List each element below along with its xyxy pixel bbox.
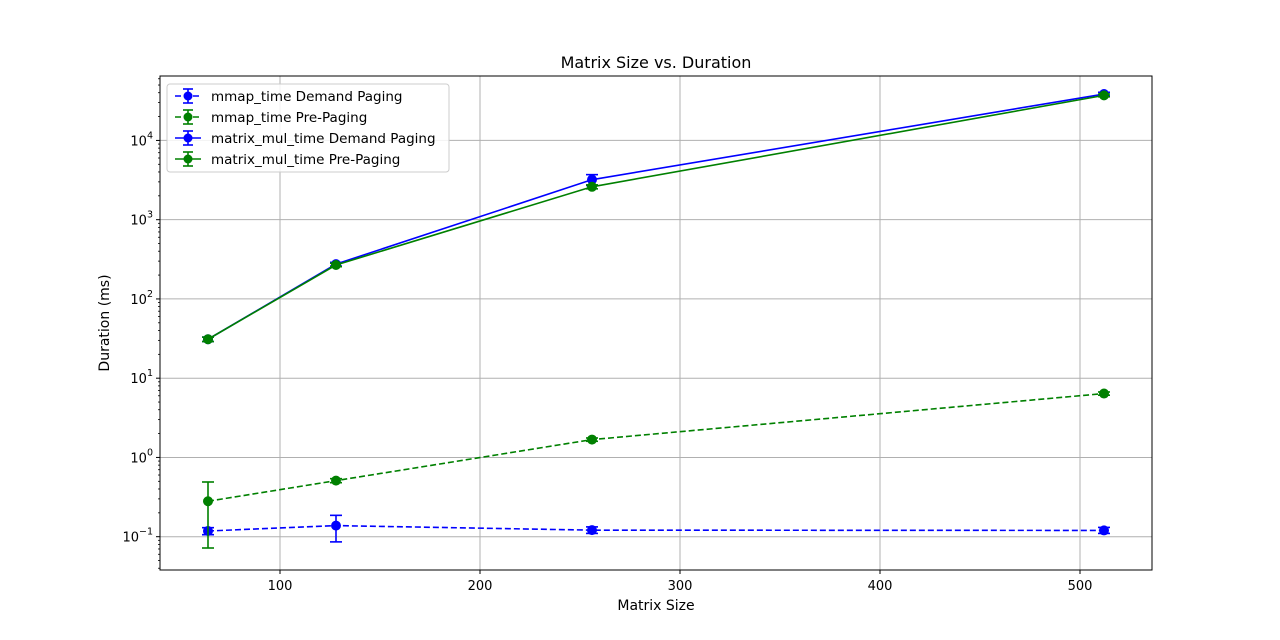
- x-axis-label: Matrix Size: [617, 598, 694, 614]
- series-group: [202, 514, 1110, 543]
- y-tick-label: 102: [130, 289, 153, 308]
- data-point: [331, 520, 341, 531]
- legend-entry: matrix_mul_time Pre-Paging: [175, 151, 400, 168]
- series-line: [207, 392, 1105, 503]
- x-tick-label: 300: [668, 579, 693, 594]
- legend-box: [166, 83, 450, 173]
- y-tick-label: 101: [130, 368, 153, 387]
- y-tick-label: 104: [130, 130, 153, 149]
- x-tick-label: 400: [868, 579, 893, 594]
- y-tick-label: 103: [130, 210, 153, 229]
- series-line: [207, 94, 1105, 340]
- data-point: [331, 260, 341, 271]
- y-tick-label: 10−1: [122, 527, 153, 546]
- chart-title: Matrix Size vs. Duration: [561, 53, 752, 72]
- series-line: [207, 524, 1105, 532]
- y-tick-label: 100: [130, 447, 153, 466]
- legend-label: mmap_time Pre-Paging: [211, 110, 367, 126]
- data-point: [203, 496, 213, 507]
- x-tick-label: 200: [468, 579, 493, 594]
- x-tick-label: 500: [1068, 579, 1093, 594]
- legend-marker-sample: [183, 133, 193, 143]
- y-axis-label: Duration (ms): [97, 274, 113, 371]
- series-group: [202, 90, 1110, 345]
- legend-label: mmap_time Demand Paging: [211, 89, 402, 105]
- legend-entry: mmap_time Pre-Paging: [175, 109, 367, 126]
- legend-label: matrix_mul_time Pre-Paging: [211, 152, 400, 168]
- legend-label: matrix_mul_time Demand Paging: [211, 131, 436, 147]
- data-point: [1099, 525, 1109, 536]
- data-point: [587, 434, 597, 445]
- axis-ticks: 100 200 300 400 500 10−1 100 101 102 103 104: [122, 78, 1093, 594]
- data-point: [587, 181, 597, 192]
- legend-marker-sample: [183, 154, 193, 164]
- x-tick-label: 100: [268, 579, 293, 594]
- legend-marker-sample: [183, 91, 193, 101]
- legend-entry: matrix_mul_time Demand Paging: [175, 130, 436, 147]
- legend: mmap_time Demand Paging mmap_time Pre-Pag…: [166, 83, 450, 173]
- data-point: [331, 475, 341, 486]
- series-layer: [202, 89, 1110, 549]
- data-point: [1099, 388, 1109, 399]
- data-point: [203, 334, 213, 345]
- data-point: [1099, 90, 1109, 101]
- series-group: [202, 388, 1110, 549]
- legend-marker-sample: [183, 112, 193, 122]
- data-point: [587, 525, 597, 536]
- legend-entry: mmap_time Demand Paging: [175, 88, 402, 105]
